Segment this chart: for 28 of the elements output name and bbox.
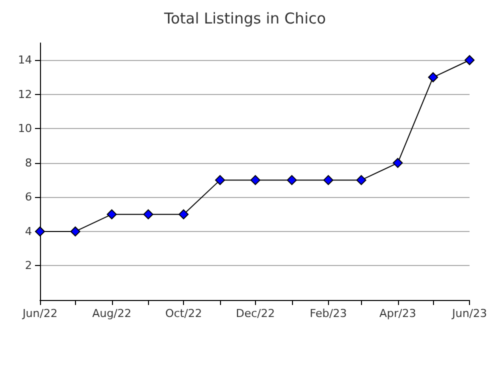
- point: [35, 226, 45, 236]
- x-tick-label: Aug/22: [92, 307, 132, 320]
- point: [356, 175, 366, 186]
- x-tick-label: Jun/23: [451, 307, 487, 320]
- point: [323, 175, 334, 186]
- y-tick-label: 14: [18, 54, 32, 67]
- point: [106, 209, 117, 220]
- point: [464, 55, 475, 66]
- y-tick-label: 10: [18, 122, 32, 136]
- x-tick-label: Jun/22: [22, 307, 58, 320]
- x-tick-label: Feb/23: [310, 307, 347, 320]
- x-tick-label: Apr/23: [379, 307, 416, 320]
- y-tick-label: 2: [25, 259, 32, 272]
- point: [215, 175, 226, 186]
- point: [286, 175, 297, 186]
- point: [428, 72, 438, 82]
- y-tick-label: 6: [25, 190, 32, 204]
- y-tick-label: 12: [18, 88, 32, 101]
- point: [178, 209, 189, 220]
- point: [143, 209, 154, 220]
- x-tick-label: Dec/22: [236, 307, 275, 320]
- y-tick-label: 4: [25, 224, 32, 238]
- y-tick-label: 8: [25, 156, 32, 170]
- chart-title: Total Listings in Chico: [163, 10, 326, 28]
- point: [392, 158, 403, 168]
- point: [250, 175, 260, 186]
- point: [70, 226, 80, 236]
- x-tick-label: Oct/22: [165, 307, 202, 320]
